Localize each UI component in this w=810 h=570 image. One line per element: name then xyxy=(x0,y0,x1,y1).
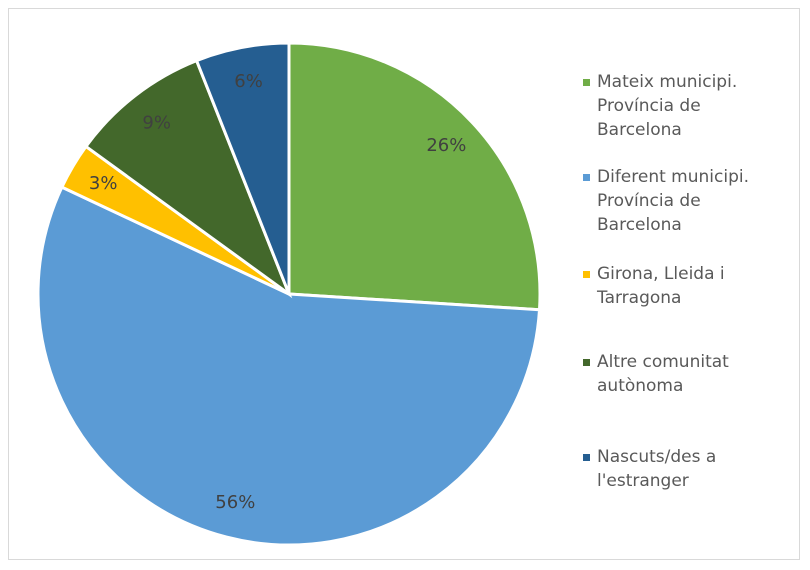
legend-swatch xyxy=(583,271,590,278)
legend-swatch xyxy=(583,454,590,461)
legend-label: Nascuts/des a l'estranger xyxy=(597,447,717,491)
pie-slice xyxy=(287,41,542,312)
pie-slice xyxy=(194,41,291,295)
data-label: 3% xyxy=(89,173,118,194)
legend-item: Girona, Lleida i Tarragona xyxy=(583,262,788,310)
legend-item: Diferent municipi. Província de Barcelon… xyxy=(583,165,788,237)
legend-item: Nascuts/des a l'estranger xyxy=(583,445,788,493)
data-label: 26% xyxy=(426,135,466,156)
pie-slice xyxy=(36,185,542,547)
legend-label: Diferent municipi. Província de Barcelon… xyxy=(597,167,749,235)
legend-item: Altre comunitat autònoma xyxy=(583,350,788,398)
chart-frame xyxy=(8,8,800,560)
data-label: 9% xyxy=(142,112,171,133)
legend-label: Girona, Lleida i Tarragona xyxy=(597,264,725,308)
legend-label: Mateix municipi. Província de Barcelona xyxy=(597,72,738,140)
legend-item: Mateix municipi. Província de Barcelona xyxy=(583,70,788,142)
legend-label: Altre comunitat autònoma xyxy=(597,352,729,396)
pie-slice xyxy=(83,58,293,299)
legend-swatch xyxy=(583,79,590,86)
data-label: 6% xyxy=(234,71,263,92)
legend-swatch xyxy=(583,174,590,181)
legend-swatch xyxy=(583,359,590,366)
data-label: 56% xyxy=(215,492,255,513)
